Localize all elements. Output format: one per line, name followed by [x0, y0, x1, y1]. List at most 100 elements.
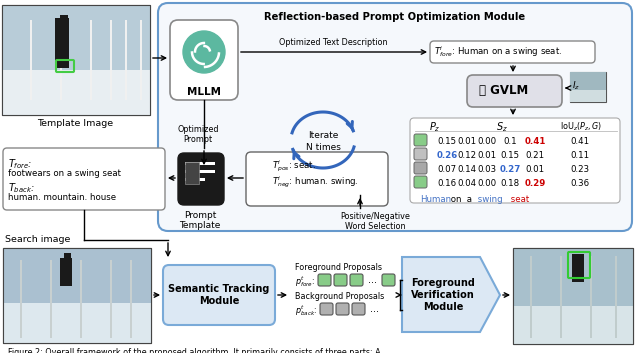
Bar: [110, 20, 112, 100]
Text: 0.21: 0.21: [525, 150, 545, 160]
Text: 0.41: 0.41: [570, 137, 589, 145]
Text: 0.26: 0.26: [436, 150, 458, 160]
Bar: [513, 306, 633, 344]
FancyBboxPatch shape: [246, 152, 388, 206]
Bar: [90, 20, 92, 100]
FancyBboxPatch shape: [430, 41, 595, 63]
Text: 0.23: 0.23: [570, 164, 589, 174]
FancyBboxPatch shape: [467, 75, 562, 107]
Text: $I_z$: $I_z$: [572, 80, 580, 92]
Text: 0.12: 0.12: [458, 150, 477, 160]
Text: $T^i_{pos}$: seat.: $T^i_{pos}$: seat.: [272, 158, 316, 174]
Text: 0.07: 0.07: [437, 164, 456, 174]
Bar: [185, 162, 199, 184]
Bar: [530, 256, 532, 338]
Text: on: on: [447, 195, 461, 203]
Text: Iterate: Iterate: [308, 131, 338, 139]
Bar: [572, 254, 584, 282]
Bar: [20, 260, 22, 338]
FancyBboxPatch shape: [350, 274, 363, 286]
FancyBboxPatch shape: [410, 118, 620, 203]
Bar: [3, 248, 151, 303]
Bar: [570, 72, 606, 90]
Bar: [125, 20, 127, 100]
Bar: [55, 18, 69, 68]
Text: Figure 2: Overall framework of the proposed algorithm. It primarily consists of : Figure 2: Overall framework of the propo…: [8, 348, 381, 353]
Text: seat: seat: [508, 195, 529, 203]
Text: $p^t_{fore}$:: $p^t_{fore}$:: [295, 274, 315, 289]
FancyBboxPatch shape: [336, 303, 349, 315]
Bar: [2, 70, 150, 115]
Text: Prompt
Template: Prompt Template: [179, 211, 221, 231]
Bar: [60, 15, 68, 23]
Polygon shape: [402, 257, 500, 332]
Circle shape: [183, 31, 225, 73]
Text: ⌕ GVLM: ⌕ GVLM: [479, 84, 528, 97]
Bar: [513, 248, 633, 306]
Text: Foreground Proposals: Foreground Proposals: [295, 263, 382, 272]
Text: human. mountain. house: human. mountain. house: [8, 193, 116, 202]
Text: 0.11: 0.11: [570, 150, 589, 160]
Text: 0.01: 0.01: [525, 164, 545, 174]
Text: $T_{fore}$:: $T_{fore}$:: [8, 157, 33, 171]
Text: 0.29: 0.29: [524, 179, 546, 187]
Bar: [30, 20, 32, 100]
FancyBboxPatch shape: [163, 265, 275, 325]
Bar: [2, 5, 150, 70]
FancyBboxPatch shape: [318, 274, 331, 286]
Bar: [560, 256, 562, 338]
FancyBboxPatch shape: [178, 153, 224, 205]
Text: 0.1: 0.1: [503, 137, 517, 145]
Text: $S_z$: $S_z$: [496, 120, 508, 134]
Text: $p^t_{back}$:: $p^t_{back}$:: [295, 303, 317, 318]
Bar: [64, 253, 71, 261]
FancyBboxPatch shape: [414, 176, 427, 188]
Bar: [3, 248, 151, 343]
Text: 0.00: 0.00: [477, 137, 497, 145]
Text: 0.27: 0.27: [499, 164, 521, 174]
Text: 0.00: 0.00: [477, 179, 497, 187]
Text: Background Proposals: Background Proposals: [295, 292, 384, 301]
Bar: [185, 170, 215, 173]
Bar: [570, 72, 606, 102]
Text: 0.15: 0.15: [500, 150, 520, 160]
Text: Reflection-based Prompt Optimization Module: Reflection-based Prompt Optimization Mod…: [264, 12, 525, 22]
FancyBboxPatch shape: [352, 303, 365, 315]
FancyBboxPatch shape: [382, 274, 395, 286]
Bar: [2, 5, 150, 115]
Text: 0.04: 0.04: [458, 179, 477, 187]
Text: ...: ...: [370, 304, 379, 314]
Text: 0.41: 0.41: [524, 137, 546, 145]
Text: 0.15: 0.15: [437, 137, 456, 145]
Text: a: a: [464, 195, 472, 203]
Bar: [590, 256, 592, 338]
Bar: [185, 178, 205, 181]
FancyBboxPatch shape: [170, 20, 238, 100]
Bar: [513, 248, 633, 344]
Text: Optimized Text Description: Optimized Text Description: [279, 38, 387, 47]
Text: $T^i_{neg}$: human. swing.: $T^i_{neg}$: human. swing.: [272, 174, 358, 190]
Bar: [110, 260, 112, 338]
Text: 0.03: 0.03: [477, 164, 497, 174]
FancyBboxPatch shape: [414, 162, 427, 174]
Text: $P_z$: $P_z$: [429, 120, 441, 134]
Text: 0.36: 0.36: [570, 179, 589, 187]
Text: Positive/Negative
Word Selection: Positive/Negative Word Selection: [340, 212, 410, 232]
FancyBboxPatch shape: [334, 274, 347, 286]
Text: Template Image: Template Image: [37, 119, 113, 128]
Text: Optimized
Prompt: Optimized Prompt: [177, 125, 219, 144]
Text: 0.16: 0.16: [437, 179, 456, 187]
Text: $T^i_{fore}$: Human on a swing seat.: $T^i_{fore}$: Human on a swing seat.: [434, 44, 563, 59]
Text: swing: swing: [475, 195, 502, 203]
Text: Foreground
Verification
Module: Foreground Verification Module: [411, 279, 475, 312]
Bar: [80, 260, 82, 338]
Bar: [60, 258, 72, 286]
Text: ...: ...: [368, 275, 377, 285]
Text: N times: N times: [305, 144, 340, 152]
Text: 0.01: 0.01: [458, 137, 477, 145]
Bar: [50, 260, 52, 338]
FancyBboxPatch shape: [3, 148, 165, 210]
Bar: [3, 248, 151, 343]
Text: 0.01: 0.01: [477, 150, 497, 160]
Text: Human: Human: [420, 195, 451, 203]
